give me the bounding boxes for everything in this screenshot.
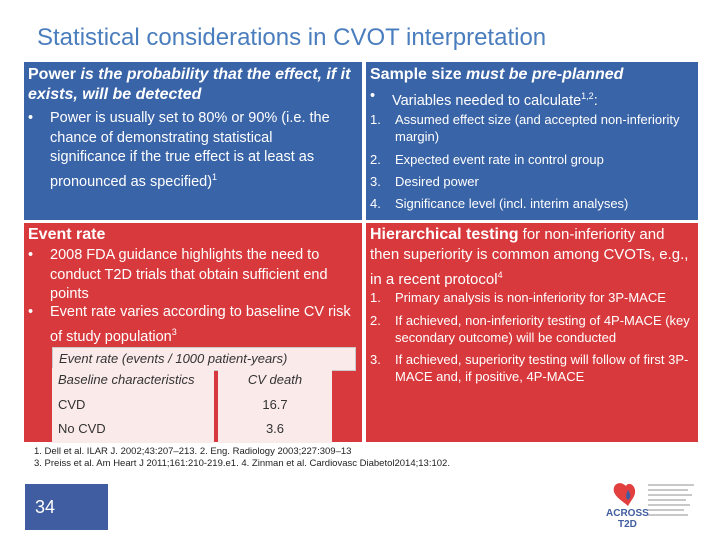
sample-size-bullet: • Variables needed to calculate1,2:: [370, 88, 598, 109]
hierarchical-item: 2. If achieved, non-inferiority testing …: [370, 313, 690, 345]
event-rate-bullet: • Event rate varies according to baselin…: [28, 304, 351, 345]
event-rate-panel: Event rate • 2008 FDA guidance highlight…: [24, 223, 362, 443]
heart-drop-logo-icon: ACROSS T2D: [606, 483, 694, 530]
table-cell: 16.7: [218, 393, 332, 419]
hierarchical-item: 3. If achieved, superiority testing will…: [370, 352, 689, 384]
power-heading: Power is the probability that the effect…: [28, 66, 351, 103]
power-panel: Power is the probability that the effect…: [24, 62, 362, 220]
slide-title: Statistical considerations in CVOT inter…: [37, 24, 547, 51]
logo-wordmark: T2D: [618, 519, 637, 530]
hierarchical-item: 1. Primary analysis is non-inferiority f…: [370, 290, 666, 305]
references: 1. Dell et al. ILAR J. 2002;43:207–213. …: [34, 446, 694, 470]
sample-size-item: 3. Desired power: [370, 174, 479, 189]
sample-size-heading: Sample size must be pre-planned: [370, 66, 624, 83]
table-cell: No CVD: [52, 417, 214, 443]
reference-line: 3. Preiss et al. Am Heart J 2011;161:210…: [34, 458, 450, 469]
event-rate-table-caption: Event rate (events / 1000 patient-years): [52, 347, 356, 371]
table-cell: 3.6: [218, 417, 332, 443]
table-header-cell: CV death: [218, 368, 332, 394]
hierarchical-heading: Hierarchical testing for non-inferiority…: [370, 226, 689, 288]
sample-size-panel: Sample size must be pre-planned • Variab…: [366, 62, 698, 220]
event-rate-heading: Event rate: [28, 226, 106, 243]
event-rate-bullet: • 2008 FDA guidance highlights the need …: [28, 247, 328, 302]
table-cell: CVD: [52, 393, 214, 419]
across-t2d-logo: ACROSS T2D: [604, 480, 696, 530]
sample-size-item: 2. Expected event rate in control group: [370, 152, 604, 167]
sample-size-item: 4. Significance level (incl. interim ana…: [370, 196, 629, 211]
reference-line: 1. Dell et al. ILAR J. 2002;43:207–213. …: [34, 446, 352, 457]
power-bullet: • Power is usually set to 80% or 90% (i.…: [28, 110, 330, 190]
table-header-cell: Baseline characteristics: [52, 368, 214, 394]
hierarchical-testing-panel: Hierarchical testing for non-inferiority…: [366, 223, 698, 442]
sample-size-item: 1. Assumed effect size (and accepted non…: [370, 112, 680, 144]
logo-wordmark: ACROSS: [606, 508, 649, 519]
page-number: 34: [25, 484, 108, 530]
